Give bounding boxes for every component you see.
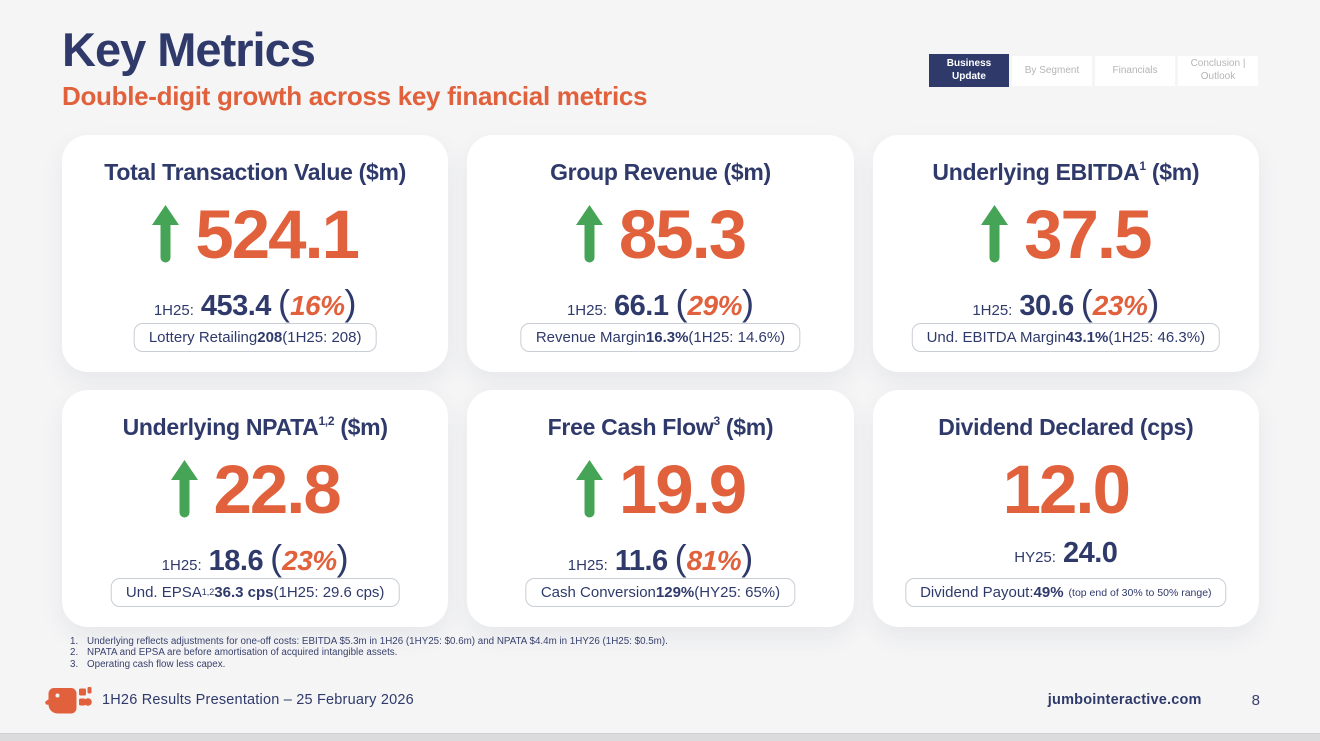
footnote: 1. Underlying reflects adjustments for on… [70,636,668,647]
card-title: Underlying NPATA1,2 ($m) [122,414,388,440]
metric-card-dividend-declared: Dividend Declared (cps) 12.0 HY25: 24.0 … [872,390,1259,627]
up-arrow-icon [170,460,198,518]
metric-card-underlying-npata: Underlying NPATA1,2 ($m) 22.8 1H25: 18.6… [62,390,449,627]
metrics-grid: Total Transaction Value ($m) 524.1 1H25:… [62,135,1259,627]
value-row: 524.1 [62,188,448,280]
metric-value: 85.3 [618,195,747,273]
metric-card-total-transaction-value: Total Transaction Value ($m) 524.1 1H25:… [62,135,449,372]
metric-card-free-cash-flow: Free Cash Flow3 ($m) 19.9 1H25: 11.6 (81… [467,390,854,627]
value-row: 37.5 [873,188,1259,280]
card-title: Group Revenue ($m) [550,159,771,185]
tab-business-update[interactable]: Business Update [929,54,1009,88]
prior-period-value: 1H25: 66.1 (29%) [566,282,754,323]
metric-card-group-revenue: Group Revenue ($m) 85.3 1H25: 66.1 (29%)… [467,135,854,372]
up-arrow-icon [575,205,603,263]
card-title: Free Cash Flow3 ($m) [547,414,774,440]
metric-value: 37.5 [1024,195,1152,273]
card-title: Total Transaction Value ($m) [104,159,407,185]
prior-period-value: 1H25: 11.6 (81%) [567,537,754,578]
tab-financials[interactable]: Financials [1095,55,1175,86]
growth-percent: (16%) [277,282,357,323]
metric-value: 12.0 [1002,450,1131,528]
value-row: 85.3 [467,188,853,280]
growth-percent: (23%) [1080,282,1160,323]
metric-subnote-pill: Und. EBITDA Margin 43.1% (1H25: 46.3%) [911,323,1221,352]
metric-subnote-pill: Und. EPSA 1,2 36.3 cps (1H25: 29.6 cps) [110,578,400,607]
footer-right: jumbointeractive.com 8 [1048,692,1260,709]
growth-percent: (81%) [674,537,754,578]
footer: 1H26 Results Presentation – 25 February … [44,681,1260,719]
card-title: Dividend Declared (cps) [938,414,1194,440]
presentation-title: 1H26 Results Presentation – 25 February … [102,692,414,708]
page-title: Key Metrics [62,23,316,76]
footnote: 2. NPATA and EPSA are before amortisation… [70,647,398,659]
prior-period-value: 1H25: 453.4 (16%) [153,282,357,323]
metric-subnote-pill: Lottery Retailing 208 (1H25: 208) [133,323,377,352]
footnote: 3. Operating cash flow less capex. [70,658,226,670]
title-block: Key Metrics Double-digit growth across k… [62,23,648,112]
footnotes: 1. Underlying reflects adjustments for on… [70,636,668,670]
metric-subnote-pill: Dividend Payout: 49% (top end of 30% to 5… [905,578,1227,607]
card-title: Underlying EBITDA1 ($m) [932,159,1200,185]
tab-conclusion-outlook[interactable]: Conclusion | Outlook [1178,55,1258,86]
value-row: 22.8 [62,443,448,535]
website-text: jumbointeractive.com [1047,692,1202,708]
page-number: 8 [1251,691,1260,709]
section-tabs: Business Update By Segment Financials Co… [929,30,1258,112]
metric-value: 524.1 [195,195,360,273]
up-arrow-icon [575,460,603,518]
prior-period-value: 1H25: 30.6 (23%) [972,282,1160,323]
tab-by-segment[interactable]: By Segment [1012,55,1092,86]
jumbo-elephant-logo-icon [45,687,92,714]
prior-period-value: 1H25: 18.6 (23%) [161,537,349,578]
prior-period-value: HY25: 24.0 [1014,537,1118,569]
up-arrow-icon [152,205,180,263]
metric-value: 22.8 [213,450,342,528]
value-row: 19.9 [467,443,853,535]
page-subtitle: Double-digit growth across key financial… [62,80,648,111]
up-arrow-icon [981,205,1009,263]
growth-percent: (23%) [270,537,349,578]
metric-card-underlying-ebitda: Underlying EBITDA1 ($m) 37.5 1H25: 30.6 … [872,135,1259,372]
header: Key Metrics Double-digit growth across k… [62,23,1258,112]
growth-percent: (29%) [675,282,754,323]
metric-subnote-pill: Cash Conversion 129% (HY25: 65%) [525,578,796,607]
metric-value: 19.9 [618,450,747,528]
metric-subnote-pill: Revenue Margin 16.3% (1H25: 14.6%) [520,323,801,352]
slide-bottom-edge [0,733,1320,741]
value-row: 12.0 [873,443,1259,535]
